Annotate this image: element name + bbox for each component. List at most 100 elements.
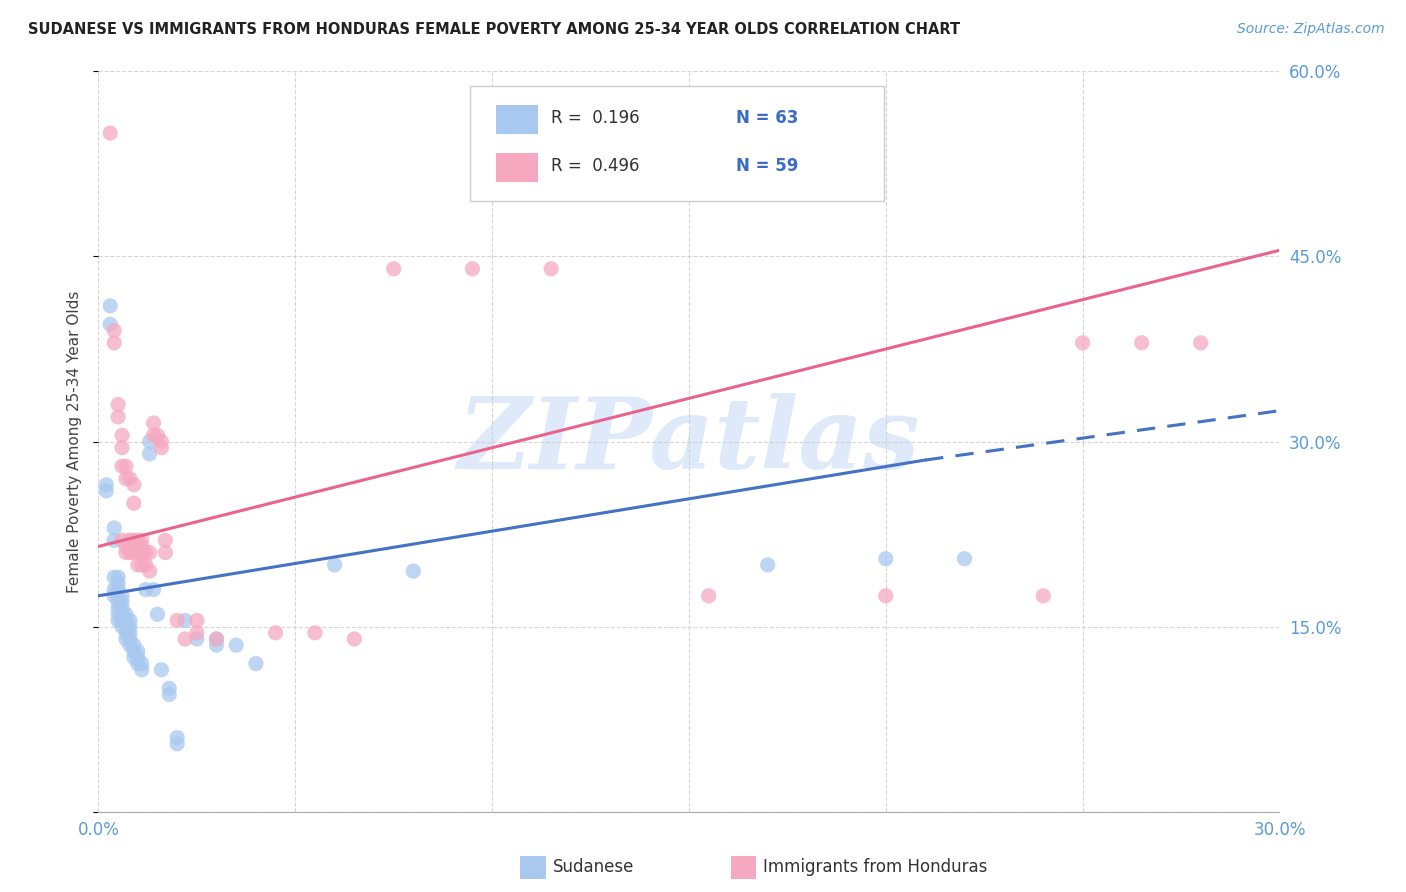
Point	[107, 601, 129, 615]
Point	[127, 546, 149, 560]
Point	[138, 546, 160, 560]
Point	[186, 625, 208, 640]
Point	[146, 428, 169, 442]
Text: Source: ZipAtlas.com: Source: ZipAtlas.com	[1237, 22, 1385, 37]
Point	[225, 638, 247, 652]
Text: N = 63: N = 63	[737, 109, 799, 127]
Point	[304, 625, 326, 640]
Text: R =  0.496: R = 0.496	[551, 157, 640, 175]
Point	[111, 614, 134, 628]
Point	[118, 614, 141, 628]
Point	[98, 318, 121, 332]
Point	[1189, 335, 1212, 350]
Point	[118, 540, 141, 554]
Point	[122, 533, 145, 548]
Point	[205, 632, 228, 646]
Point	[127, 540, 149, 554]
Point	[115, 540, 138, 554]
Point	[135, 558, 157, 572]
Point	[107, 570, 129, 584]
Text: Sudanese: Sudanese	[553, 858, 634, 876]
Point	[138, 434, 160, 449]
Point	[264, 625, 287, 640]
Point	[127, 533, 149, 548]
Point	[115, 632, 138, 646]
Point	[111, 619, 134, 633]
Point	[875, 589, 897, 603]
Point	[127, 558, 149, 572]
Point	[875, 551, 897, 566]
Point	[111, 533, 134, 548]
Point	[111, 607, 134, 622]
Point	[540, 261, 562, 276]
Point	[118, 533, 141, 548]
Point	[118, 546, 141, 560]
Point	[756, 558, 779, 572]
Point	[118, 619, 141, 633]
Point	[127, 644, 149, 658]
Point	[115, 614, 138, 628]
Point	[186, 632, 208, 646]
Point	[111, 441, 134, 455]
Point	[103, 582, 125, 597]
Point	[186, 614, 208, 628]
Point	[166, 731, 188, 745]
Point	[115, 471, 138, 485]
Point	[115, 625, 138, 640]
Point	[103, 570, 125, 584]
Point	[953, 551, 976, 566]
Point	[697, 589, 720, 603]
FancyBboxPatch shape	[496, 153, 537, 183]
Point	[127, 650, 149, 665]
Point	[107, 607, 129, 622]
Point	[107, 409, 129, 424]
Point	[142, 582, 165, 597]
Text: N = 59: N = 59	[737, 157, 799, 175]
Point	[131, 558, 153, 572]
Point	[103, 589, 125, 603]
Point	[402, 564, 425, 578]
Point	[157, 681, 180, 696]
Point	[135, 582, 157, 597]
Point	[150, 434, 173, 449]
FancyBboxPatch shape	[471, 87, 884, 201]
Point	[98, 126, 121, 140]
Y-axis label: Female Poverty Among 25-34 Year Olds: Female Poverty Among 25-34 Year Olds	[67, 291, 83, 592]
Point	[122, 546, 145, 560]
Point	[103, 335, 125, 350]
Point	[122, 496, 145, 510]
Point	[107, 398, 129, 412]
Point	[142, 416, 165, 430]
Point	[1130, 335, 1153, 350]
Point	[115, 546, 138, 560]
Point	[1032, 589, 1054, 603]
Point	[107, 595, 129, 609]
Point	[146, 607, 169, 622]
Point	[155, 546, 177, 560]
Point	[166, 614, 188, 628]
Point	[111, 428, 134, 442]
Point	[135, 546, 157, 560]
Point	[103, 533, 125, 548]
Point	[118, 625, 141, 640]
Point	[115, 619, 138, 633]
Point	[96, 477, 118, 491]
Point	[111, 601, 134, 615]
Point	[111, 459, 134, 474]
Point	[122, 644, 145, 658]
Point	[131, 546, 153, 560]
Point	[115, 607, 138, 622]
Point	[245, 657, 267, 671]
Point	[122, 638, 145, 652]
Point	[98, 299, 121, 313]
Point	[103, 521, 125, 535]
Point	[118, 471, 141, 485]
Point	[461, 261, 484, 276]
Point	[166, 737, 188, 751]
Point	[323, 558, 346, 572]
Point	[131, 663, 153, 677]
Point	[122, 650, 145, 665]
Point	[122, 477, 145, 491]
Point	[155, 533, 177, 548]
Point	[118, 632, 141, 646]
